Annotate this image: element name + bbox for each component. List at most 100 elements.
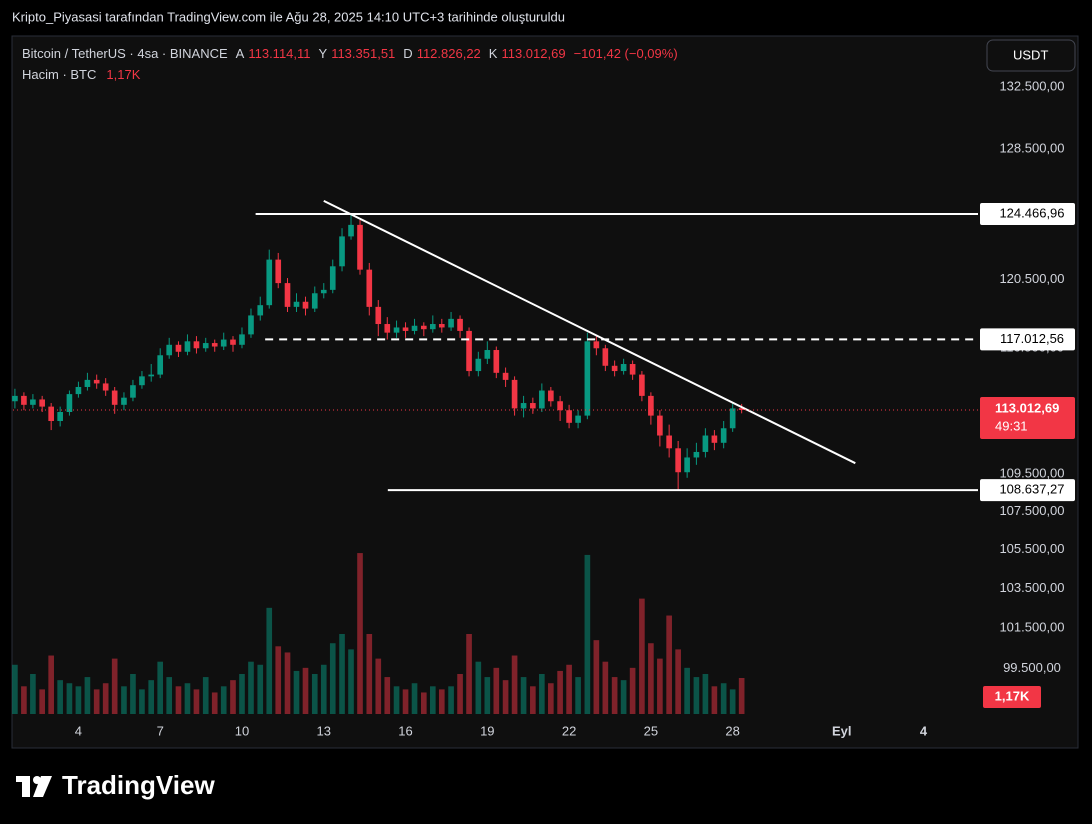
candle-body [84,379,91,387]
x-tick-label: 10 [235,723,249,738]
candle-body [348,224,354,237]
volume-bar [675,649,681,714]
volume-bar [611,677,618,714]
volume-bar [402,689,409,714]
candle-body [329,266,336,290]
x-tick-label: 22 [562,723,576,738]
candle-body [57,412,63,422]
volume-bar [275,646,282,714]
volume-bar [438,689,445,714]
candle-body [184,341,191,352]
candle-body [75,386,82,395]
ohlc-value: 112.826,22 [416,46,481,61]
candle-body [121,397,127,405]
volume-bar [102,683,109,714]
candle-body [366,269,373,307]
candle-body [466,330,472,372]
ohlc-value: 113.012,69 [501,46,566,61]
candle-body [602,348,609,366]
candle-body [738,408,745,410]
candle-body [457,318,463,331]
volume-bar [175,686,182,714]
volume-bar [629,667,636,714]
candle-body [93,379,100,384]
volume-bar [466,634,472,714]
ohlc-key: Y [318,46,328,61]
volume-legend: Hacim · BTC 1,17K [22,67,140,82]
candle-body [66,394,73,413]
volume-bar [738,678,745,714]
volume-bar [184,683,191,714]
ohlc-key: K [488,46,498,61]
currency[interactable]: USDT [1013,47,1048,62]
candle-body [239,334,245,345]
candle-body [202,343,209,349]
volume-bar [302,667,309,714]
volume-bar [193,689,200,714]
candle-body [530,403,536,409]
candle-body [220,339,227,347]
x-tick-label: 25 [644,723,658,738]
last-price-box [980,396,1075,439]
volume-bar [339,634,345,714]
candle-body [720,428,727,443]
volume-bar [648,643,654,714]
candle-body [148,374,155,377]
candle-body [411,325,418,331]
currency-button[interactable] [986,39,1076,72]
level-label: 117.012,56 [1000,331,1064,346]
candle-body [284,283,291,307]
x-tick-label: 4 [920,723,928,738]
candle-body [557,401,563,411]
volume-bar [84,677,91,714]
volume-bar [548,683,554,714]
logo-icon [16,776,52,797]
candle-body [729,408,736,429]
countdown: 49:31 [995,418,1028,433]
volume-bar [657,658,663,714]
level-label-box [980,202,1075,225]
ohlc-key: D [403,46,413,61]
logo-text: TradingView [62,770,215,800]
volume-bar [429,686,436,714]
level-label: 124.466,96 [999,205,1064,220]
candle-body [620,364,627,372]
level-label-box [980,328,1075,351]
volume-bar [211,692,218,714]
change: −101,42 (−0,09%) [573,46,678,61]
candle-body [420,325,427,330]
volume-bar [693,677,700,714]
candle-body [211,343,218,347]
trendline [323,200,856,465]
volume-bar [157,661,164,714]
volume-bar [420,692,427,714]
candle-body [193,341,200,349]
volume-bar [684,667,690,714]
chart-pane [11,35,1079,749]
candle-body [339,236,345,267]
volume-bar [320,664,327,714]
volume-bar [393,686,400,714]
ohlc-value: 113.114,11 [248,46,311,61]
candle-body [475,358,482,372]
volume-bar [448,686,454,714]
candle-body [493,350,500,373]
candle-body [393,327,400,333]
volume-bar [375,658,382,714]
legend-row: Bitcoin / TetherUS · 4sa · BINANCE A 113.… [22,46,678,61]
candle-body [257,305,264,316]
y-tick-label: 105.500,00 [999,541,1064,556]
candle-body [629,364,636,375]
candle-body [30,399,36,405]
level-label-box [980,479,1075,502]
x-tick-label: 4 [75,723,82,738]
volume-bar [711,686,718,714]
y-tick-label: 128.500,00 [999,141,1064,156]
volume-bar [329,643,336,714]
candle-body [584,341,591,416]
volume-bar [220,686,227,714]
candle-body [575,415,581,423]
candle-body [230,339,236,345]
x-tick-label: 28 [725,723,739,738]
volume-bar [139,689,145,714]
